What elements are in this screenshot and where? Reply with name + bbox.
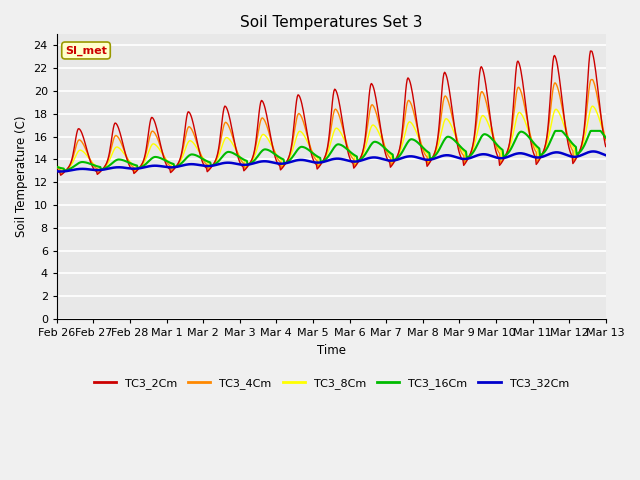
Title: Soil Temperatures Set 3: Soil Temperatures Set 3 bbox=[240, 15, 422, 30]
Legend: TC3_2Cm, TC3_4Cm, TC3_8Cm, TC3_16Cm, TC3_32Cm: TC3_2Cm, TC3_4Cm, TC3_8Cm, TC3_16Cm, TC3… bbox=[89, 373, 573, 393]
Text: SI_met: SI_met bbox=[65, 45, 107, 56]
TC3_4Cm bbox=[176, 157, 184, 163]
TC3_8Cm bbox=[64, 166, 72, 172]
TC3_4Cm bbox=[399, 131, 406, 136]
TC3_2Cm bbox=[205, 168, 212, 173]
TC3_8Cm bbox=[59, 169, 67, 175]
TC3_8Cm bbox=[399, 141, 406, 146]
TC3_16Cm bbox=[552, 128, 560, 134]
Line: TC3_8Cm: TC3_8Cm bbox=[57, 106, 605, 172]
TC3_2Cm bbox=[53, 167, 61, 173]
TC3_4Cm bbox=[205, 167, 212, 172]
TC3_2Cm bbox=[415, 132, 422, 138]
TC3_16Cm bbox=[53, 164, 61, 170]
TC3_16Cm bbox=[602, 135, 609, 141]
TC3_4Cm bbox=[53, 164, 61, 170]
TC3_8Cm bbox=[176, 159, 184, 165]
TC3_32Cm bbox=[120, 165, 128, 170]
TC3_8Cm bbox=[120, 151, 128, 156]
TC3_8Cm bbox=[53, 163, 61, 168]
TC3_2Cm bbox=[587, 48, 595, 54]
TC3_4Cm bbox=[415, 131, 422, 137]
TC3_32Cm bbox=[205, 163, 212, 169]
Line: TC3_2Cm: TC3_2Cm bbox=[57, 51, 605, 175]
TC3_4Cm bbox=[602, 137, 609, 143]
TC3_32Cm bbox=[176, 163, 184, 169]
TC3_2Cm bbox=[57, 172, 65, 178]
TC3_4Cm bbox=[120, 147, 128, 153]
TC3_32Cm bbox=[64, 168, 72, 174]
TC3_16Cm bbox=[205, 159, 212, 165]
TC3_2Cm bbox=[399, 124, 406, 130]
TC3_2Cm bbox=[120, 145, 128, 151]
TC3_32Cm bbox=[57, 168, 65, 174]
TC3_32Cm bbox=[415, 155, 422, 161]
TC3_8Cm bbox=[415, 135, 422, 141]
TC3_2Cm bbox=[176, 157, 184, 163]
TC3_8Cm bbox=[205, 165, 212, 171]
TC3_32Cm bbox=[399, 155, 406, 161]
Y-axis label: Soil Temperature (C): Soil Temperature (C) bbox=[15, 116, 28, 237]
TC3_32Cm bbox=[602, 152, 609, 158]
Line: TC3_32Cm: TC3_32Cm bbox=[57, 152, 605, 171]
TC3_16Cm bbox=[120, 157, 128, 163]
X-axis label: Time: Time bbox=[317, 344, 346, 357]
TC3_16Cm bbox=[176, 162, 184, 168]
TC3_4Cm bbox=[64, 166, 72, 171]
TC3_16Cm bbox=[61, 168, 68, 173]
TC3_4Cm bbox=[588, 77, 595, 83]
TC3_32Cm bbox=[589, 149, 597, 155]
TC3_2Cm bbox=[64, 166, 72, 171]
TC3_16Cm bbox=[64, 167, 72, 173]
TC3_2Cm bbox=[602, 144, 609, 149]
TC3_32Cm bbox=[53, 168, 61, 174]
TC3_4Cm bbox=[58, 171, 65, 177]
TC3_8Cm bbox=[589, 103, 596, 109]
Line: TC3_4Cm: TC3_4Cm bbox=[57, 80, 605, 174]
Line: TC3_16Cm: TC3_16Cm bbox=[57, 131, 605, 170]
TC3_16Cm bbox=[399, 148, 406, 154]
TC3_16Cm bbox=[415, 141, 422, 146]
TC3_8Cm bbox=[602, 135, 609, 141]
